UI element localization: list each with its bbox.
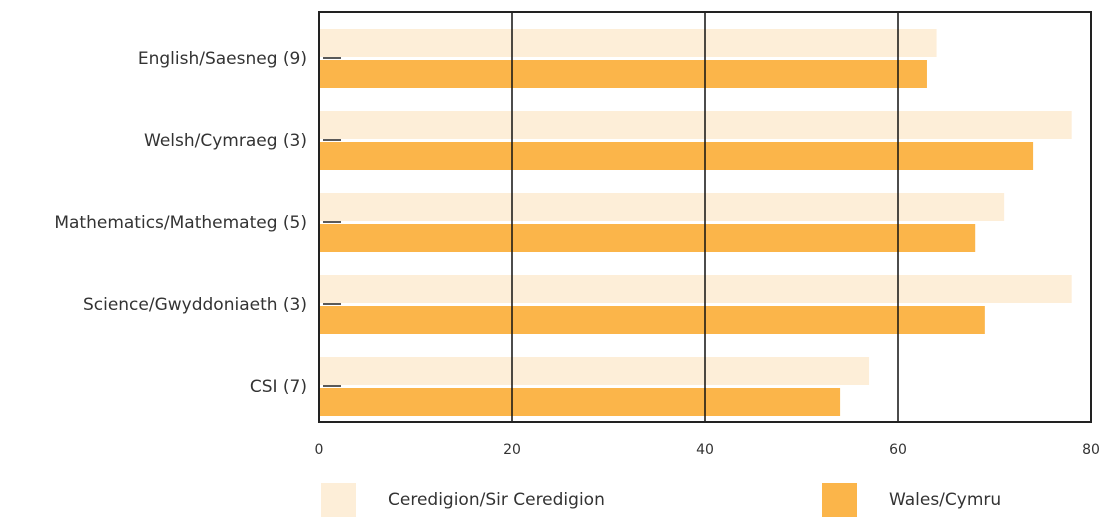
x-tick-label: 0 [315, 442, 324, 458]
y-tick-label: Mathematics/Mathemateg (5) [54, 213, 307, 233]
bar [319, 142, 1034, 170]
bar [319, 60, 927, 88]
bar [319, 193, 1005, 221]
x-tick-label: 40 [696, 442, 714, 458]
legend-label: Ceredigion/Sir Ceredigion [388, 490, 605, 510]
legend-swatch [822, 483, 857, 517]
legend-label: Wales/Cymru [889, 490, 1001, 510]
legend-swatch [321, 483, 356, 517]
bar [319, 388, 841, 416]
y-tick-label: CSI (7) [250, 377, 307, 397]
x-tick-label: 20 [503, 442, 521, 458]
y-tick-label: Welsh/Cymraeg (3) [144, 131, 307, 151]
bar [319, 224, 976, 252]
x-tick-label: 60 [889, 442, 907, 458]
bar [319, 29, 937, 57]
bar [319, 111, 1072, 139]
bar [319, 357, 870, 385]
bar [319, 306, 985, 334]
y-tick-label: English/Saesneg (9) [138, 49, 307, 69]
plot-frame [318, 11, 1092, 423]
bar [319, 275, 1072, 303]
x-tick-label: 80 [1082, 442, 1100, 458]
y-tick-label: Science/Gwyddoniaeth (3) [83, 295, 307, 315]
